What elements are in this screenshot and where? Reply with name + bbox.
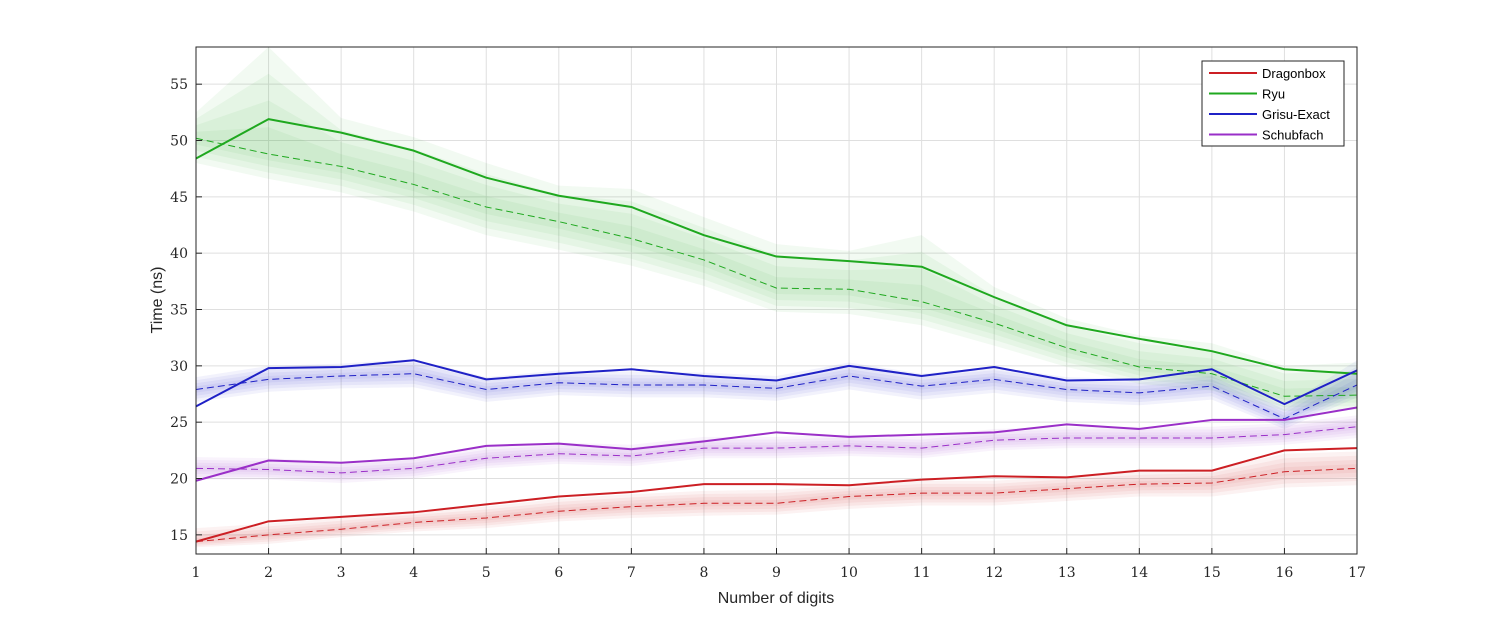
x-tick-label: 9 (772, 565, 781, 581)
dragonbox-median-line (195, 467, 1358, 543)
x-tick-label: 1 (192, 565, 201, 581)
y-axis-title: Time (ns) (149, 267, 166, 334)
dragonbox-band (196, 464, 1357, 544)
dragonbox-band (196, 451, 1357, 548)
axis-ticks: 1 2 3 4 5 6 7 8 9 10 11 12 13 14 15 16 17152025303540455… (170, 77, 1366, 581)
dragonbox-band (196, 459, 1357, 545)
y-tick-label: 15 (170, 528, 188, 544)
grisu-exact-band (196, 366, 1357, 424)
schubfach-band (196, 418, 1357, 481)
legend-label-schubfach: Schubfach (1262, 128, 1323, 143)
legend-label-dragonbox: Dragonbox (1262, 66, 1326, 81)
x-tick-label: 4 (409, 565, 418, 581)
y-tick-label: 50 (170, 134, 188, 150)
x-tick-label: 6 (554, 565, 563, 581)
grisu-exact-series-line (195, 359, 1358, 408)
uncertainty-bands (196, 47, 1357, 548)
ryu-series-line (195, 118, 1358, 375)
x-tick-label: 12 (985, 565, 1003, 581)
y-tick-label: 45 (170, 190, 188, 206)
legend-label-ryu: Ryu (1262, 87, 1285, 102)
ryu-median-line (195, 137, 1358, 397)
grisu-exact-band (196, 362, 1357, 427)
schubfach-band (196, 423, 1357, 476)
x-tick-label: 7 (627, 565, 636, 581)
series-lines (195, 118, 1358, 543)
legend: Dragonbox Ryu Grisu-Exact Schubfach (1201, 60, 1345, 147)
y-tick-label: 40 (170, 246, 188, 262)
x-tick-label: 17 (1348, 565, 1366, 581)
schubfach-band (196, 415, 1357, 484)
x-tick-label: 5 (482, 565, 491, 581)
schubfach-band (196, 421, 1357, 478)
x-tick-label: 10 (840, 565, 858, 581)
x-tick-label: 11 (913, 565, 931, 581)
grisu-exact-band (196, 370, 1357, 422)
dragonbox-series-line (195, 447, 1358, 543)
x-tick-label: 3 (337, 565, 346, 581)
grid (195, 47, 1358, 554)
grisu-exact-band (196, 359, 1357, 429)
schubfach-median-line (195, 426, 1358, 474)
y-tick-label: 55 (170, 77, 188, 93)
legend-box (1201, 60, 1345, 147)
x-tick-label: 13 (1058, 565, 1076, 581)
ryu-band (196, 47, 1357, 411)
y-tick-label: 30 (170, 359, 188, 375)
y-tick-label: 25 (170, 415, 188, 431)
y-tick-label: 20 (170, 472, 188, 488)
ryu-band (196, 127, 1357, 400)
x-tick-label: 16 (1276, 565, 1294, 581)
grisu-exact-median-line (195, 373, 1358, 420)
ryu-band (196, 73, 1357, 408)
dragonbox-band (196, 455, 1357, 546)
schubfach-series-line (195, 406, 1358, 482)
x-tick-label: 2 (264, 565, 273, 581)
legend-label-grisu-exact: Grisu-Exact (1262, 107, 1330, 122)
x-tick-label: 15 (1203, 565, 1221, 581)
x-tick-label: 14 (1130, 565, 1148, 581)
ryu-band (196, 100, 1357, 404)
x-axis-title: Number of digits (718, 590, 835, 607)
x-tick-label: 8 (699, 565, 708, 581)
y-tick-label: 35 (170, 303, 188, 319)
